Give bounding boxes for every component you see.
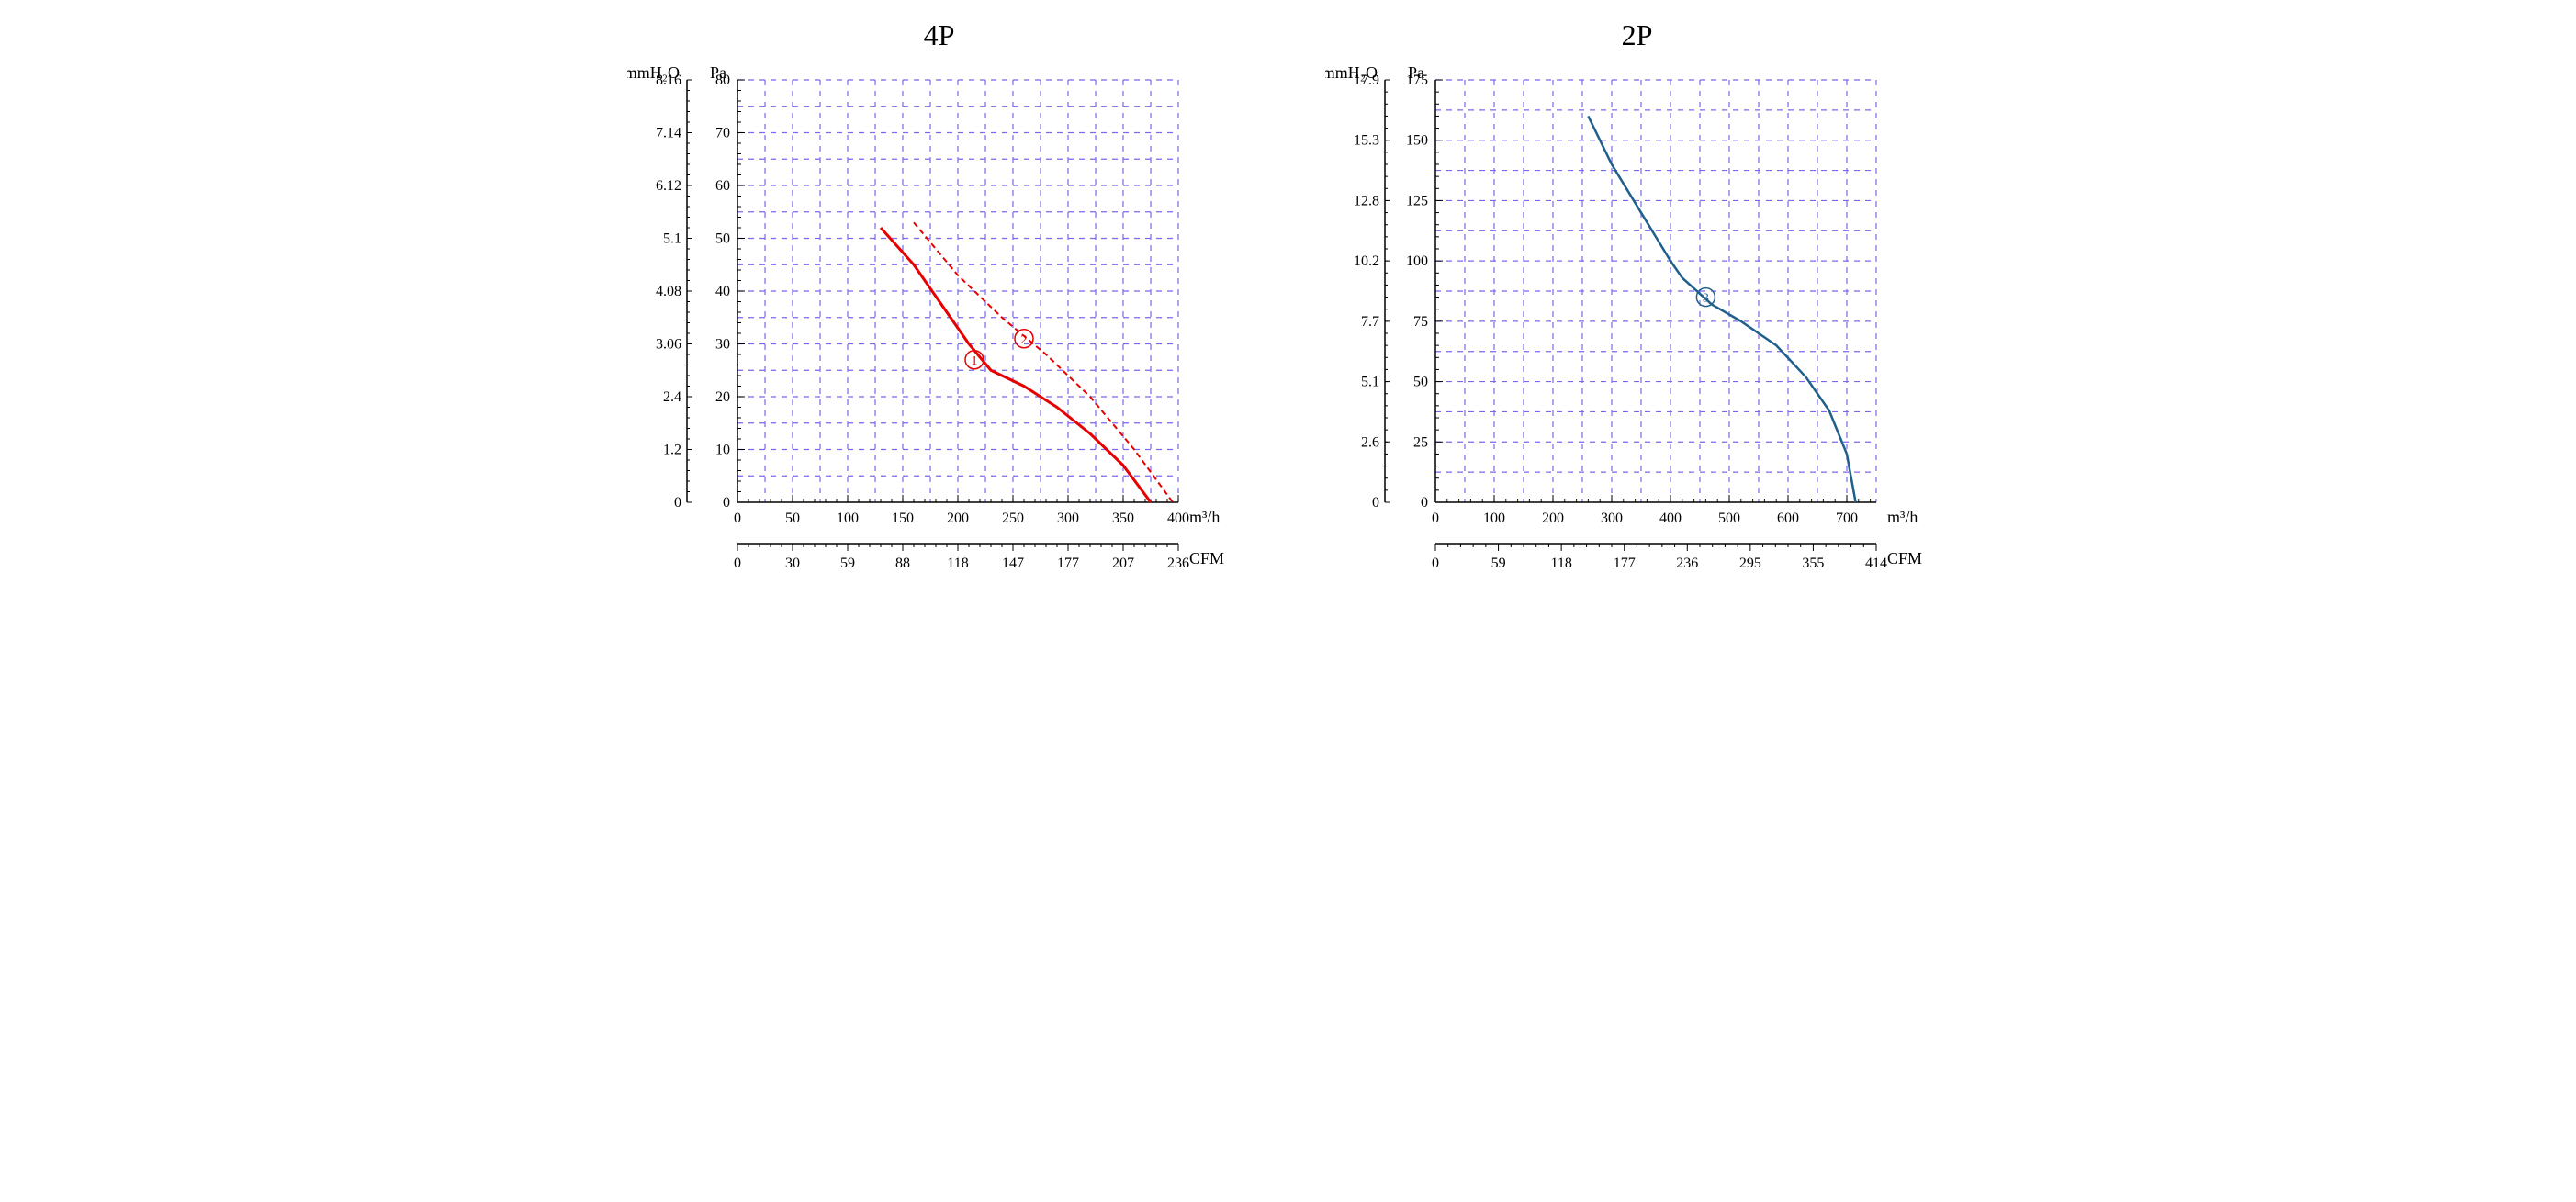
- svg-text:20: 20: [715, 389, 730, 405]
- chart-4p-wrapper: 4P 0102030405060708001.22.43.064.085.16.…: [627, 18, 1252, 617]
- svg-text:400: 400: [1167, 511, 1189, 526]
- svg-text:7.7: 7.7: [1361, 314, 1379, 330]
- svg-text:7.14: 7.14: [656, 126, 681, 141]
- svg-text:15.3: 15.3: [1354, 133, 1379, 149]
- charts-container: 4P 0102030405060708001.22.43.064.085.16.…: [18, 18, 2558, 617]
- svg-text:12.8: 12.8: [1354, 193, 1379, 208]
- svg-text:4.08: 4.08: [656, 284, 681, 299]
- svg-text:355: 355: [1802, 556, 1824, 571]
- svg-text:5.1: 5.1: [663, 231, 681, 247]
- svg-text:300: 300: [1601, 511, 1623, 526]
- svg-text:59: 59: [1490, 556, 1505, 571]
- svg-text:350: 350: [1112, 511, 1134, 526]
- svg-text:0: 0: [723, 495, 730, 511]
- svg-text:100: 100: [837, 511, 859, 526]
- svg-text:250: 250: [1002, 511, 1024, 526]
- svg-text:118: 118: [1550, 556, 1571, 571]
- svg-text:50: 50: [785, 511, 800, 526]
- svg-text:3: 3: [1702, 292, 1708, 306]
- svg-text:200: 200: [947, 511, 969, 526]
- svg-text:10: 10: [715, 443, 730, 458]
- svg-text:118: 118: [947, 556, 968, 571]
- svg-text:0: 0: [1432, 556, 1439, 571]
- svg-text:500: 500: [1718, 511, 1740, 526]
- svg-text:147: 147: [1002, 556, 1024, 571]
- svg-text:25: 25: [1413, 434, 1428, 450]
- svg-text:200: 200: [1542, 511, 1564, 526]
- svg-text:2.4: 2.4: [663, 389, 681, 405]
- svg-text:2.6: 2.6: [1361, 434, 1379, 450]
- svg-text:177: 177: [1613, 556, 1635, 571]
- chart-2p-svg: 025507510012515017502.65.17.710.212.815.…: [1325, 62, 1950, 612]
- svg-text:Pa: Pa: [710, 63, 726, 82]
- svg-text:700: 700: [1836, 511, 1858, 526]
- svg-text:5.1: 5.1: [1361, 375, 1379, 390]
- svg-text:100: 100: [1483, 511, 1505, 526]
- svg-text:30: 30: [715, 337, 730, 353]
- svg-text:207: 207: [1112, 556, 1134, 571]
- svg-text:1: 1: [971, 354, 977, 368]
- svg-text:125: 125: [1406, 193, 1428, 208]
- svg-text:88: 88: [895, 556, 910, 571]
- svg-text:CFM: CFM: [1189, 549, 1224, 567]
- svg-text:40: 40: [715, 284, 730, 299]
- svg-text:1.2: 1.2: [663, 443, 681, 458]
- svg-text:236: 236: [1676, 556, 1698, 571]
- svg-text:Pa: Pa: [1408, 63, 1424, 82]
- svg-text:0: 0: [674, 495, 681, 511]
- svg-text:CFM: CFM: [1887, 549, 1922, 567]
- svg-text:300: 300: [1057, 511, 1079, 526]
- svg-text:6.12: 6.12: [656, 178, 681, 194]
- svg-text:50: 50: [1413, 375, 1428, 390]
- svg-text:0: 0: [1432, 511, 1439, 526]
- svg-text:295: 295: [1738, 556, 1760, 571]
- chart-2p-wrapper: 2P 025507510012515017502.65.17.710.212.8…: [1325, 18, 1950, 617]
- svg-text:10.2: 10.2: [1354, 253, 1379, 269]
- svg-text:100: 100: [1406, 253, 1428, 269]
- svg-text:m³/h: m³/h: [1189, 508, 1220, 526]
- svg-text:75: 75: [1413, 314, 1428, 330]
- svg-text:m³/h: m³/h: [1887, 508, 1918, 526]
- svg-text:30: 30: [785, 556, 800, 571]
- svg-text:236: 236: [1167, 556, 1189, 571]
- svg-text:50: 50: [715, 231, 730, 247]
- svg-text:0: 0: [1421, 495, 1428, 511]
- svg-text:150: 150: [1406, 133, 1428, 149]
- svg-text:0: 0: [1372, 495, 1379, 511]
- svg-text:0: 0: [734, 556, 741, 571]
- chart-2p-title: 2P: [1325, 18, 1950, 52]
- svg-text:59: 59: [840, 556, 855, 571]
- svg-text:70: 70: [715, 126, 730, 141]
- svg-text:177: 177: [1057, 556, 1079, 571]
- svg-text:150: 150: [892, 511, 914, 526]
- svg-text:mmH₂O: mmH₂O: [1325, 63, 1378, 82]
- svg-text:2: 2: [1020, 333, 1027, 347]
- chart-4p-title: 4P: [627, 18, 1252, 52]
- chart-4p-svg: 0102030405060708001.22.43.064.085.16.127…: [627, 62, 1252, 612]
- svg-text:400: 400: [1659, 511, 1682, 526]
- svg-text:600: 600: [1777, 511, 1799, 526]
- svg-text:0: 0: [734, 511, 741, 526]
- svg-text:60: 60: [715, 178, 730, 194]
- svg-text:3.06: 3.06: [656, 337, 681, 353]
- svg-text:414: 414: [1865, 556, 1887, 571]
- svg-text:mmH₂O: mmH₂O: [627, 63, 680, 82]
